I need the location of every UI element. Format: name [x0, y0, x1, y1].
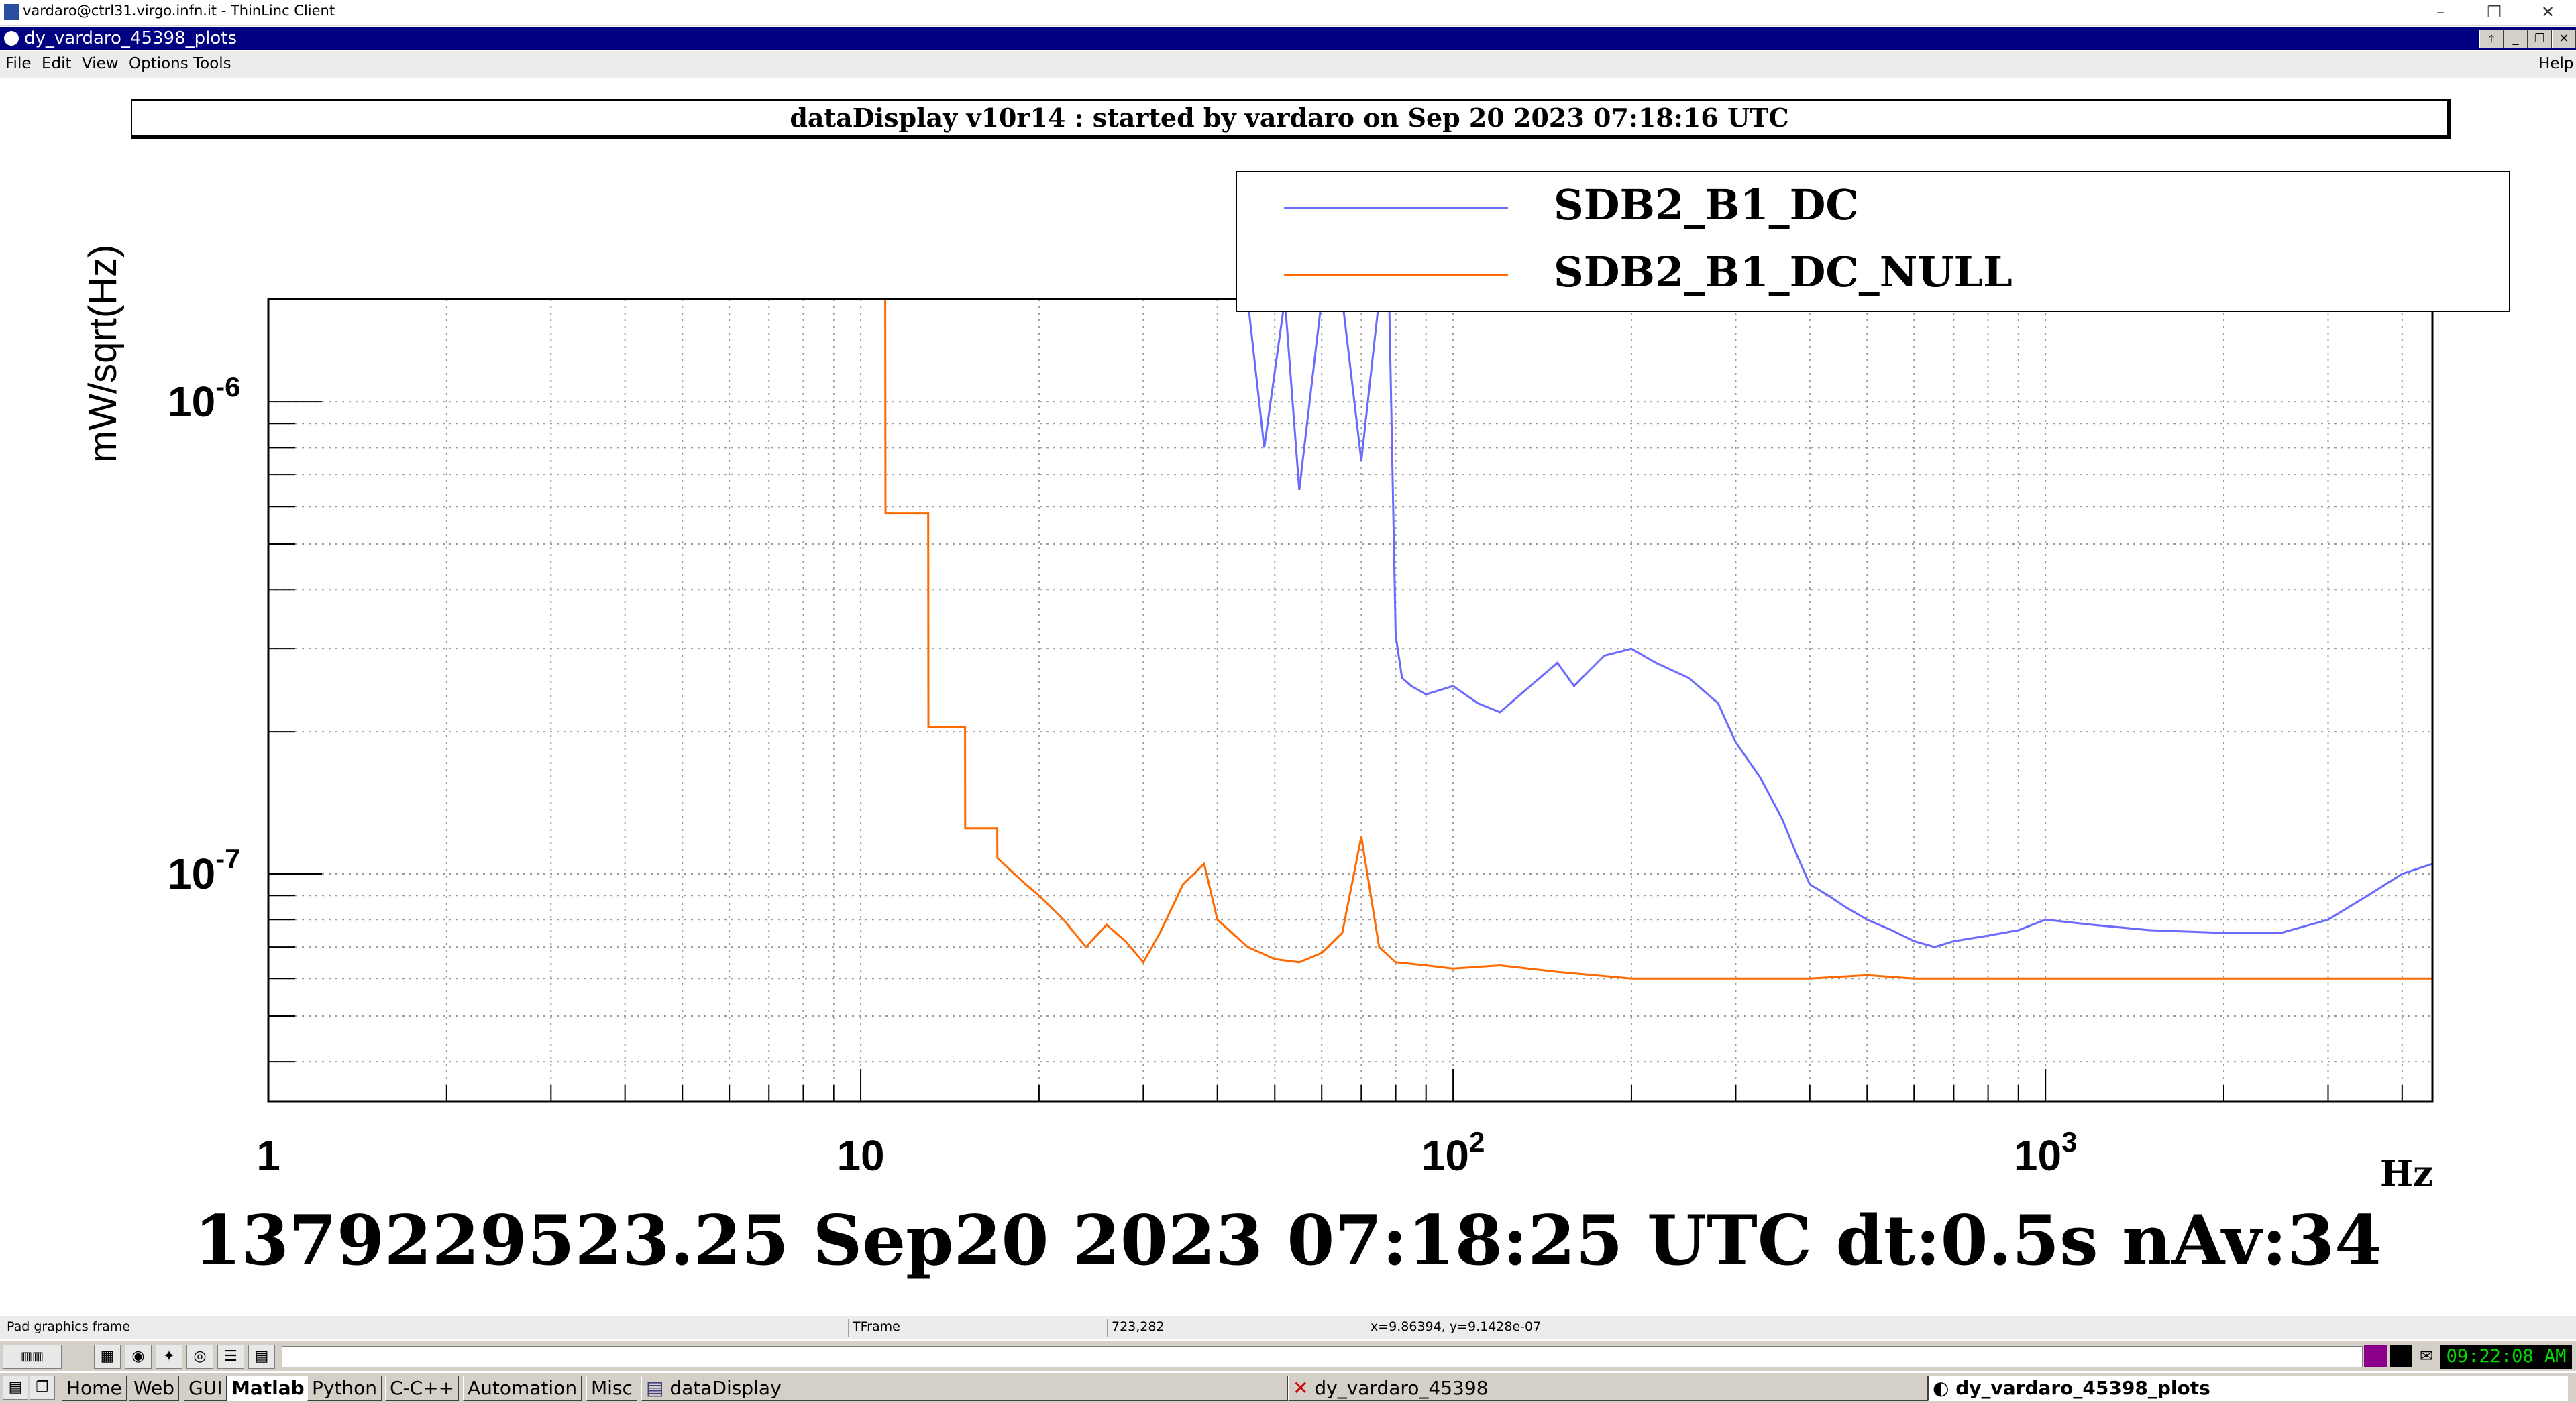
menu-tools[interactable]: Tools	[193, 55, 231, 72]
y-axis-label: mW/sqrt(Hz)	[81, 244, 125, 463]
taskbar-spacer	[282, 1346, 2363, 1367]
menu-view[interactable]: View	[82, 55, 119, 72]
legend-label-dc: SDB2_B1_DC	[1554, 180, 1859, 229]
launcher-matlab[interactable]: Matlab	[227, 1376, 309, 1401]
status-coords: x=9.86394, y=9.1428e-07	[1366, 1319, 2571, 1337]
minimize-button[interactable]: –	[2436, 3, 2445, 21]
mail-icon[interactable]: ✉	[2419, 1347, 2434, 1365]
taskbar-launcher-row: ▥▥ ▦ ◉ ✦ ◎ ☰ ▤ ■ ■ ✉ 09:22:08 AM	[0, 1340, 2576, 1371]
legend-label-dc-null: SDB2_B1_DC_NULL	[1554, 247, 2012, 296]
plots-window-label: dy_vardaro_45398_plots	[1955, 1377, 2210, 1399]
x-tick-label: 103	[2014, 1126, 2078, 1180]
axis-ticks	[268, 401, 2403, 1101]
series-line-sdb2-b1-dc	[268, 298, 2433, 948]
menu-file[interactable]: File	[5, 55, 32, 72]
dy-vardaro-window-icon: ✕	[1293, 1377, 1309, 1399]
x-tick-label: 10	[837, 1131, 884, 1180]
status-object: Pad graphics frame	[7, 1319, 130, 1334]
app-window-title: dy_vardaro_45398_plots	[24, 28, 237, 48]
launcher-settings-icon[interactable]: ✦	[156, 1345, 182, 1369]
taskbar-window-row: ▤ ❐ Home Web GUI Matlab Python C-C++ Aut…	[0, 1372, 2576, 1403]
launcher-home[interactable]: Home	[62, 1376, 127, 1401]
app-title-bar: dy_vardaro_45398_plots ⤒ _ ❐ ✕	[0, 27, 2576, 50]
plots-window-icon: ◐	[1933, 1377, 1949, 1399]
close-app-button[interactable]: ✕	[2552, 30, 2576, 48]
thinlinc-app-icon	[4, 4, 19, 20]
y-tick-label: 10-6	[168, 371, 241, 426]
menu-help[interactable]: Help	[2538, 55, 2574, 72]
logo-icon[interactable]: ▥▥	[3, 1345, 62, 1369]
gps-time-caption: 1379229523.25 Sep20 2023 07:18:25 UTC dt…	[193, 1200, 2383, 1281]
launcher-web[interactable]: Web	[129, 1376, 180, 1401]
series-line-sdb2-b1-dc-null	[268, 298, 2432, 980]
tray-icon-1[interactable]: ■	[2364, 1345, 2387, 1367]
os-title-bar: vardaro@ctrl31.virgo.infn.it - ThinLinc …	[0, 0, 2576, 26]
tray-icon-2[interactable]: ■	[2390, 1345, 2412, 1367]
launcher-terminal-icon[interactable]: ▦	[94, 1345, 121, 1369]
taskbar-clock: 09:22:08 AM	[2440, 1345, 2572, 1369]
taskbar-window-datadisplay[interactable]: ▤ dataDisplay	[641, 1376, 1288, 1401]
launcher-chart-icon[interactable]: ▤	[248, 1345, 275, 1369]
plot-grid	[268, 299, 2432, 1101]
launcher-automation[interactable]: Automation	[463, 1376, 582, 1401]
y-tick-label: 10-7	[168, 843, 241, 898]
x-tick-label: 1	[256, 1131, 280, 1180]
launcher-gui[interactable]: GUI	[184, 1376, 227, 1401]
os-window-title: vardaro@ctrl31.virgo.infn.it - ThinLinc …	[23, 3, 335, 19]
x-tick-label: 102	[1421, 1126, 1485, 1180]
restore-button[interactable]: ❐	[2487, 3, 2502, 21]
close-button[interactable]: ✕	[2540, 3, 2555, 21]
menu-edit[interactable]: Edit	[42, 55, 72, 72]
launcher-python[interactable]: Python	[307, 1376, 382, 1401]
display-header: dataDisplay v10r14 : started by vardaro …	[131, 99, 2451, 139]
launcher-globe-icon[interactable]: ◎	[186, 1345, 213, 1369]
maximize-app-button[interactable]: ❐	[2528, 30, 2552, 48]
datadisplay-window-icon: ▤	[646, 1377, 664, 1399]
shade-button[interactable]: ⤒	[2479, 30, 2504, 48]
plot-series	[268, 298, 2433, 980]
status-bar: Pad graphics frame TFrame 723,282 x=9.86…	[0, 1316, 2576, 1339]
legend-swatch-dc-null	[1284, 274, 1508, 276]
taskbar-window-dy-vardaro[interactable]: ✕ dy_vardaro_45398	[1288, 1376, 1928, 1401]
launcher-browser-icon[interactable]: ◉	[125, 1345, 152, 1369]
dy-vardaro-window-label: dy_vardaro_45398	[1314, 1377, 1489, 1399]
root-app-icon	[4, 31, 19, 46]
launcher-c-cpp[interactable]: C-C++	[385, 1376, 460, 1401]
minimize-app-button[interactable]: _	[2504, 30, 2528, 48]
legend-swatch-dc	[1284, 207, 1508, 209]
menu-grid-icon[interactable]: ▤	[3, 1376, 28, 1400]
window-list-icon[interactable]: ❐	[30, 1376, 55, 1400]
menu-bar: File Edit View Options Tools Help	[0, 51, 2576, 78]
x-axis-label: Hz	[2380, 1154, 2433, 1194]
status-class: TFrame	[848, 1319, 1108, 1337]
launcher-misc[interactable]: Misc	[586, 1376, 637, 1401]
taskbar-window-dy-vardaro-plots[interactable]: ◐ dy_vardaro_45398_plots	[1928, 1376, 2568, 1401]
plot-frame[interactable]	[267, 298, 2434, 1103]
legend[interactable]: SDB2_B1_DC SDB2_B1_DC_NULL	[1236, 171, 2510, 312]
datadisplay-window-label: dataDisplay	[669, 1377, 782, 1399]
axis-tick-labels: 1 10 102 103 10-7 10-6	[168, 371, 2077, 1180]
launcher-notes-icon[interactable]: ☰	[217, 1345, 244, 1369]
menu-options[interactable]: Options	[129, 55, 189, 72]
status-pixel: 723,282	[1107, 1319, 1366, 1337]
